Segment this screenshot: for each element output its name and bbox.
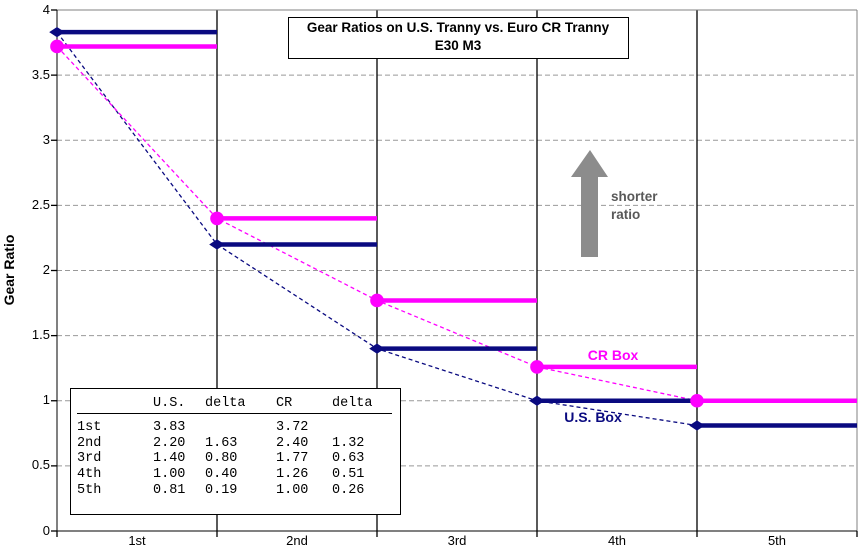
svg-text:2.5: 2.5 (32, 197, 50, 212)
svg-text:E30 M3: E30 M3 (435, 38, 482, 53)
svg-text:2.20: 2.20 (153, 436, 185, 451)
svg-text:1: 1 (43, 392, 50, 407)
svg-text:1st: 1st (128, 533, 146, 548)
svg-text:1st: 1st (77, 420, 101, 435)
svg-text:delta: delta (332, 396, 373, 411)
svg-text:0: 0 (43, 523, 50, 538)
svg-text:1.5: 1.5 (32, 327, 50, 342)
svg-text:0.80: 0.80 (205, 451, 237, 466)
svg-text:Gear Ratio: Gear Ratio (1, 235, 17, 306)
svg-text:CR Box: CR Box (588, 347, 639, 363)
svg-text:0.51: 0.51 (332, 467, 364, 482)
svg-text:0.5: 0.5 (32, 457, 50, 472)
svg-text:1.00: 1.00 (276, 483, 308, 498)
svg-text:3.72: 3.72 (276, 420, 308, 435)
svg-text:CR: CR (276, 396, 292, 411)
svg-text:1.00: 1.00 (153, 467, 185, 482)
svg-text:delta: delta (205, 396, 246, 411)
svg-text:0.40: 0.40 (205, 467, 237, 482)
svg-text:1.40: 1.40 (153, 451, 185, 466)
svg-text:Gear Ratios on U.S. Tranny vs.: Gear Ratios on U.S. Tranny vs. Euro CR T… (307, 20, 610, 35)
svg-text:2nd: 2nd (286, 533, 308, 548)
svg-text:3.5: 3.5 (32, 67, 50, 82)
svg-text:0.63: 0.63 (332, 451, 364, 466)
svg-text:0.26: 0.26 (332, 483, 364, 498)
svg-text:3: 3 (43, 132, 50, 147)
svg-text:5th: 5th (77, 483, 101, 498)
svg-text:1.26: 1.26 (276, 467, 308, 482)
svg-text:1.32: 1.32 (332, 436, 364, 451)
svg-text:U.S. Box: U.S. Box (564, 409, 622, 425)
svg-text:2nd: 2nd (77, 436, 101, 451)
svg-text:4: 4 (43, 2, 50, 17)
svg-text:5th: 5th (768, 533, 786, 548)
svg-text:1.63: 1.63 (205, 436, 237, 451)
svg-text:3.83: 3.83 (153, 420, 185, 435)
svg-text:0.81: 0.81 (153, 483, 185, 498)
svg-text:shorter: shorter (611, 189, 658, 204)
svg-text:3rd: 3rd (448, 533, 467, 548)
svg-text:0.19: 0.19 (205, 483, 237, 498)
svg-text:3rd: 3rd (77, 451, 101, 466)
svg-text:2: 2 (43, 262, 50, 277)
svg-text:4th: 4th (608, 533, 626, 548)
svg-text:2.40: 2.40 (276, 436, 308, 451)
svg-text:4th: 4th (77, 467, 101, 482)
svg-text:ratio: ratio (611, 207, 640, 222)
svg-text:1.77: 1.77 (276, 451, 308, 466)
svg-text:U.S.: U.S. (153, 396, 185, 411)
